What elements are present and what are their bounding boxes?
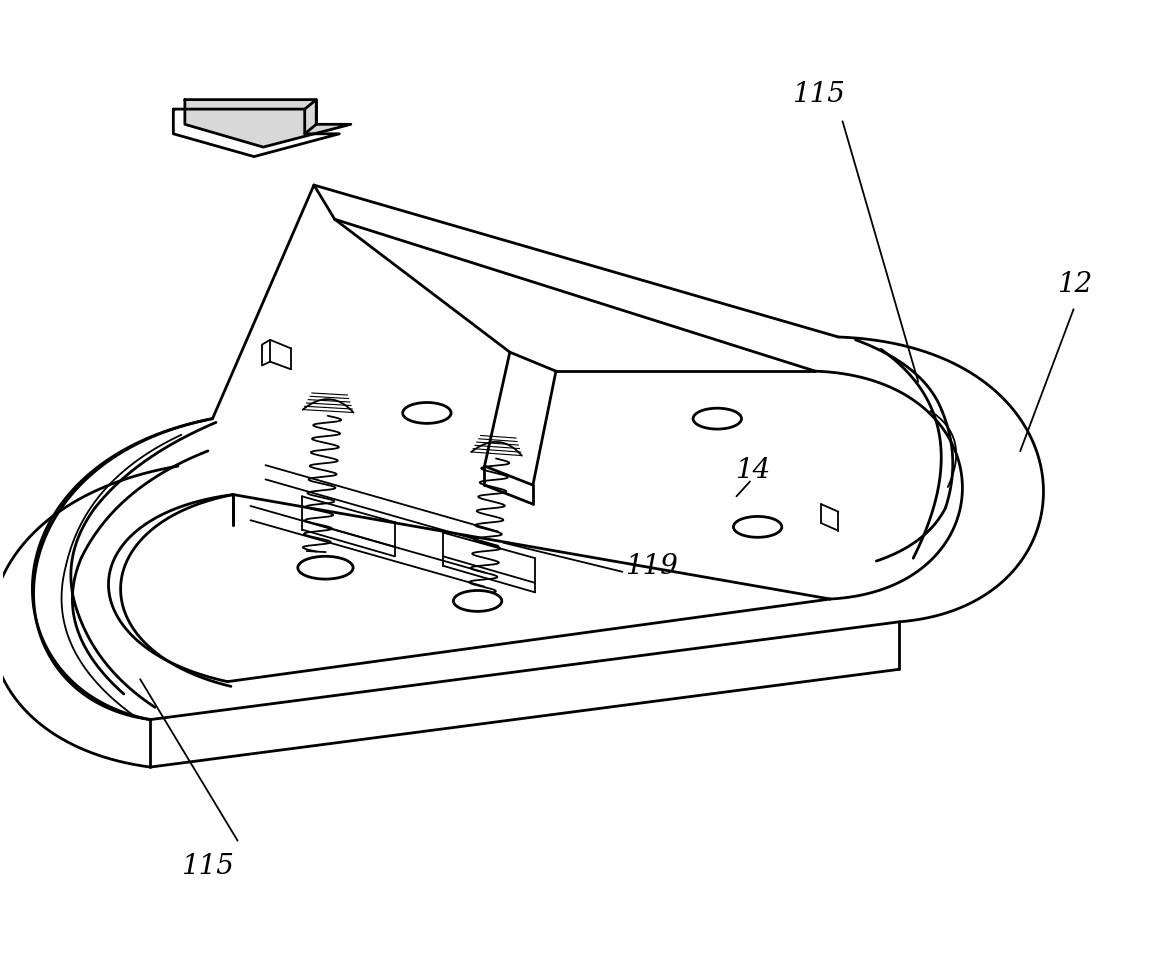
Polygon shape	[185, 99, 351, 147]
Ellipse shape	[694, 408, 741, 429]
Text: 14: 14	[734, 456, 770, 483]
Ellipse shape	[733, 517, 782, 538]
Ellipse shape	[403, 402, 452, 423]
Text: 115: 115	[792, 81, 845, 109]
Ellipse shape	[454, 590, 501, 611]
Polygon shape	[174, 109, 339, 157]
Text: 12: 12	[1057, 271, 1092, 298]
Text: 119: 119	[625, 553, 677, 581]
Ellipse shape	[298, 557, 353, 579]
Text: 115: 115	[182, 854, 234, 881]
